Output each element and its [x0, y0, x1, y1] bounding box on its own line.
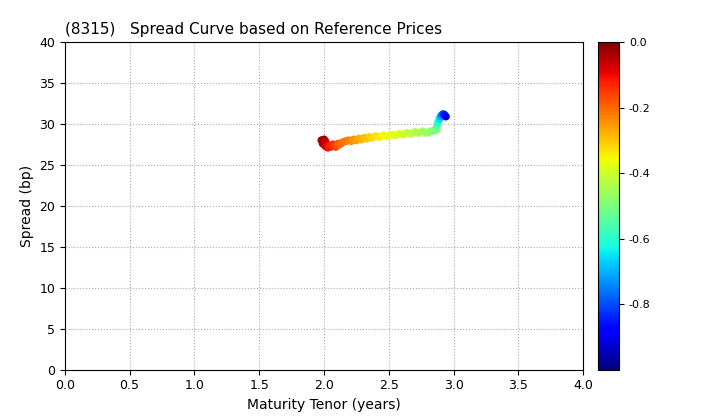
Point [326, 142, 338, 149]
Point [318, 136, 330, 143]
Point [325, 144, 336, 150]
Point [334, 141, 346, 148]
Point [323, 143, 335, 150]
Point [386, 131, 397, 138]
Point [401, 129, 413, 136]
Point [413, 129, 424, 136]
Point [431, 122, 443, 129]
Point [361, 135, 372, 142]
Point [423, 129, 435, 135]
Point [354, 135, 365, 142]
Point [405, 130, 417, 137]
Point [438, 112, 450, 118]
Point [333, 140, 344, 147]
Point [335, 140, 346, 147]
Point [320, 138, 331, 144]
Point [370, 133, 382, 139]
Point [320, 143, 331, 150]
Point [431, 126, 443, 133]
Point [390, 132, 401, 139]
Point [440, 113, 451, 120]
Point [328, 141, 339, 148]
Point [330, 144, 341, 150]
Point [433, 116, 445, 122]
Point [435, 113, 446, 120]
Point [438, 111, 449, 118]
Point [393, 130, 405, 137]
Point [366, 134, 378, 141]
Point [397, 131, 409, 138]
Point [364, 134, 375, 140]
Point [351, 137, 362, 144]
Point [322, 142, 333, 149]
Y-axis label: Spread (bp): Spread (bp) [19, 165, 34, 247]
Point [382, 133, 393, 139]
Text: (8315)   Spread Curve based on Reference Prices: (8315) Spread Curve based on Reference P… [65, 22, 442, 37]
Point [341, 138, 352, 144]
Point [318, 139, 330, 145]
Point [436, 112, 448, 118]
Point [322, 144, 333, 151]
Point [348, 136, 359, 143]
Point [343, 137, 354, 144]
Point [426, 128, 437, 135]
Point [378, 132, 390, 139]
Point [420, 129, 432, 136]
Point [428, 127, 440, 134]
Point [328, 143, 340, 150]
Point [356, 136, 367, 143]
Point [317, 140, 328, 147]
Point [331, 142, 343, 149]
Point [374, 134, 385, 140]
Point [409, 129, 420, 135]
Point [432, 119, 444, 126]
Point [315, 137, 327, 144]
Point [321, 141, 333, 148]
Point [338, 139, 349, 145]
Point [346, 138, 357, 144]
X-axis label: Maturity Tenor (years): Maturity Tenor (years) [247, 398, 401, 412]
Point [321, 144, 333, 150]
Point [417, 128, 428, 135]
Point [359, 134, 370, 141]
